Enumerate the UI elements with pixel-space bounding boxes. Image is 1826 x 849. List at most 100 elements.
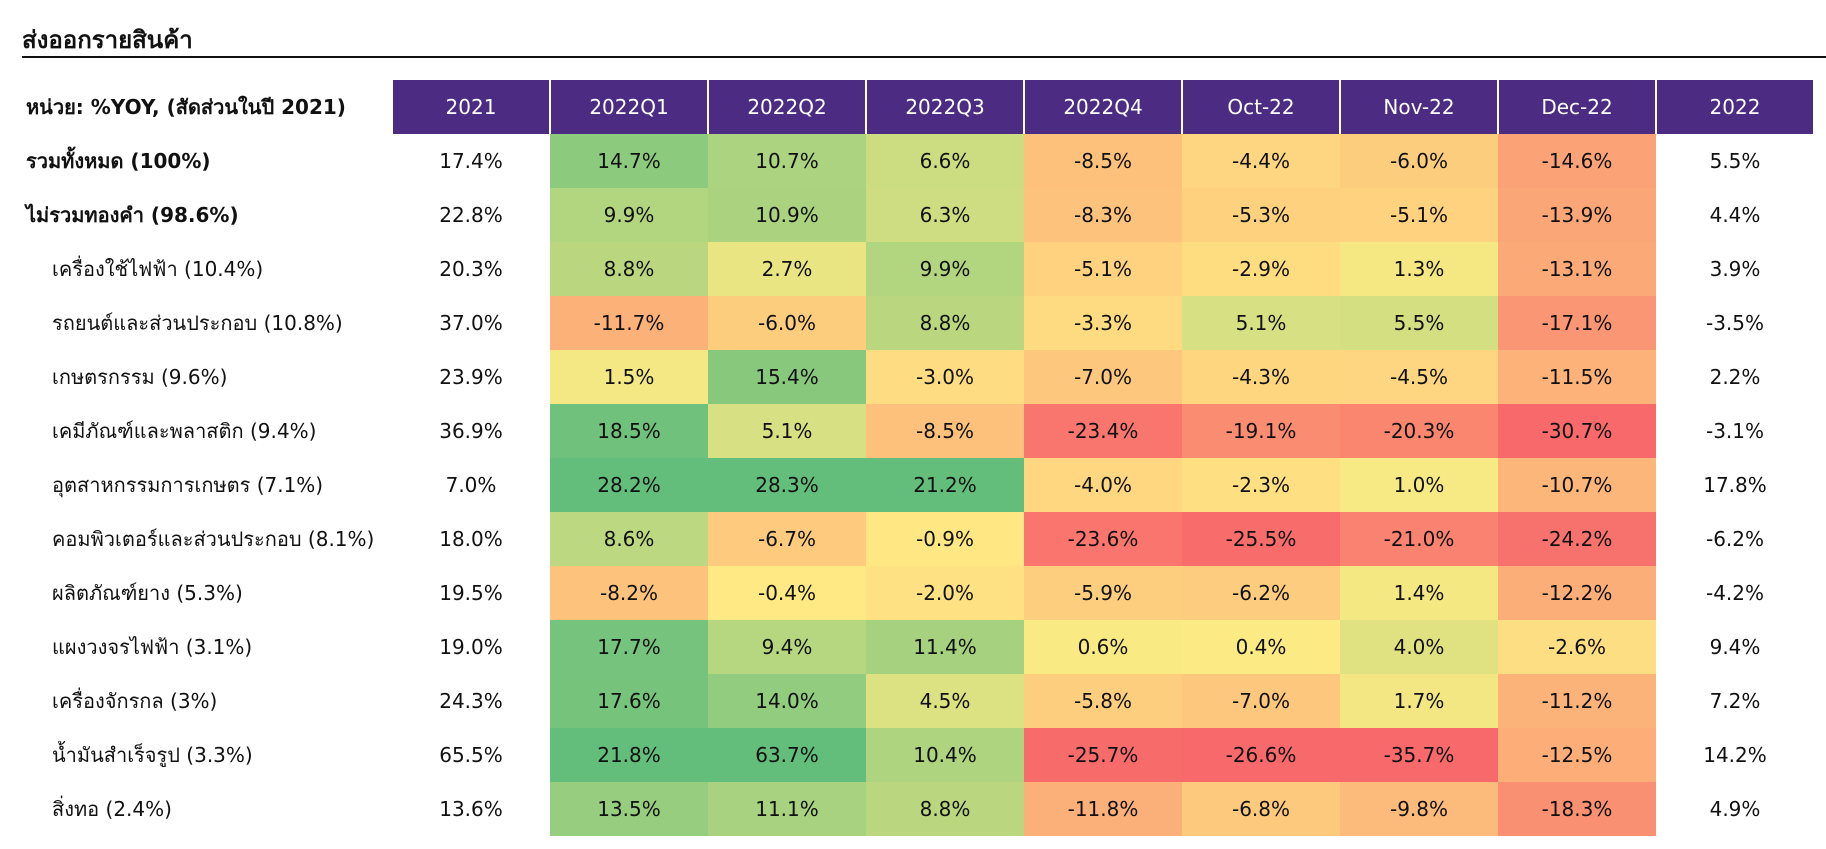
cell-value: 5.5%	[1709, 149, 1761, 173]
cell-value: 4.0%	[1340, 620, 1498, 674]
header-row: หน่วย: %YOY, (สัดส่วนในปี 2021) 2021 202…	[20, 80, 1815, 134]
table-row: น้ำมันสำเร็จรูป (3.3%) 65.5% 21.8% 63.7% 10.…	[20, 728, 1814, 782]
cell-value: -23.6%	[1024, 512, 1182, 566]
title-divider	[22, 56, 1826, 58]
col-header-2022: 2022	[1655, 80, 1815, 134]
cell-value: -6.0%	[708, 296, 866, 350]
row-label: คอมพิวเตอร์และส่วนประกอบ (8.1%)	[52, 527, 375, 551]
row-label: ไม่รวมทองคำ (98.6%)	[26, 203, 239, 227]
row-label: ผลิตภัณฑ์ยาง (5.3%)	[52, 581, 243, 605]
cell-value: 4.4%	[1709, 203, 1761, 227]
cell-value: -24.2%	[1498, 512, 1656, 566]
col-header-2021: 2021	[391, 80, 551, 134]
cell-value: 11.1%	[708, 782, 866, 836]
cell-value: 5.1%	[708, 404, 866, 458]
cell-value: 8.8%	[550, 242, 708, 296]
col-header-oct-22: Oct-22	[1181, 80, 1341, 134]
unit-label: หน่วย: %YOY, (สัดส่วนในปี 2021)	[26, 95, 346, 119]
cell-value: 3.9%	[1709, 257, 1761, 281]
row-label: รถยนต์และส่วนประกอบ (10.8%)	[52, 311, 343, 335]
table-row: รวมทั้งหมด (100%) 17.4% 14.7% 10.7% 6.6% -8.5…	[20, 134, 1814, 188]
cell-value: -18.3%	[1498, 782, 1656, 836]
cell-value: -13.1%	[1498, 242, 1656, 296]
cell-value: -5.3%	[1182, 188, 1340, 242]
cell-value: -11.7%	[550, 296, 708, 350]
cell-value: -3.5%	[1705, 311, 1765, 335]
cell-value: -10.7%	[1498, 458, 1656, 512]
cell-value: 1.5%	[550, 350, 708, 404]
cell-value: 63.7%	[708, 728, 866, 782]
cell-value: -3.0%	[866, 350, 1024, 404]
cell-value: 0.4%	[1182, 620, 1340, 674]
cell-value: -14.6%	[1498, 134, 1656, 188]
cell-value: 15.4%	[708, 350, 866, 404]
row-label: สิ่งทอ (2.4%)	[52, 797, 172, 821]
table-row: เครื่องจักรกล (3%) 24.3% 17.6% 14.0% 4.5% -5.…	[20, 674, 1814, 728]
cell-value: -5.9%	[1024, 566, 1182, 620]
col-header-2022q3: 2022Q3	[865, 80, 1025, 134]
cell-value: 9.9%	[550, 188, 708, 242]
cell-value: 10.4%	[866, 728, 1024, 782]
table-row: เครื่องใช้ไฟฟ้า (10.4%) 20.3% 8.8% 2.7% 9.9%…	[20, 242, 1814, 296]
cell-value: 17.7%	[550, 620, 708, 674]
cell-value: -2.0%	[866, 566, 1024, 620]
table-row: แผงวงจรไฟฟ้า (3.1%) 19.0% 17.7% 9.4% 11.4% 0.…	[20, 620, 1814, 674]
cell-value: 1.4%	[1340, 566, 1498, 620]
cell-value: 9.4%	[708, 620, 866, 674]
cell-value: -25.5%	[1182, 512, 1340, 566]
cell-value: 8.8%	[866, 782, 1024, 836]
page-title: ส่งออกรายสินค้า	[22, 26, 193, 54]
cell-value: -6.8%	[1182, 782, 1340, 836]
cell-value: -6.7%	[708, 512, 866, 566]
table-row: ผลิตภัณฑ์ยาง (5.3%) 19.5% -8.2% -0.4% -2.0% -…	[20, 566, 1814, 620]
cell-value: -11.5%	[1498, 350, 1656, 404]
cell-value: 19.0%	[439, 635, 503, 659]
export-heatmap-table: หน่วย: %YOY, (สัดส่วนในปี 2021) 2021 202…	[20, 80, 1815, 836]
table-row: ไม่รวมทองคำ (98.6%) 22.8% 9.9% 10.9% 6.3% -8.…	[20, 188, 1814, 242]
cell-value: -23.4%	[1024, 404, 1182, 458]
cell-value: -19.1%	[1182, 404, 1340, 458]
cell-value: 17.6%	[550, 674, 708, 728]
cell-value: -17.1%	[1498, 296, 1656, 350]
cell-value: 0.6%	[1024, 620, 1182, 674]
cell-value: -7.0%	[1182, 674, 1340, 728]
cell-value: 9.9%	[866, 242, 1024, 296]
cell-value: 18.0%	[439, 527, 503, 551]
row-label: เครื่องใช้ไฟฟ้า (10.4%)	[52, 257, 264, 281]
cell-value: 1.3%	[1340, 242, 1498, 296]
cell-value: 8.6%	[550, 512, 708, 566]
cell-value: 6.3%	[866, 188, 1024, 242]
cell-value: -4.3%	[1182, 350, 1340, 404]
cell-value: 17.4%	[439, 149, 503, 173]
cell-value: 21.8%	[550, 728, 708, 782]
cell-value: -8.5%	[866, 404, 1024, 458]
cell-value: -0.4%	[708, 566, 866, 620]
table-row: รถยนต์และส่วนประกอบ (10.8%) 37.0% -11.7% -6…	[20, 296, 1814, 350]
cell-value: 14.7%	[550, 134, 708, 188]
cell-value: -26.6%	[1182, 728, 1340, 782]
cell-value: 5.1%	[1182, 296, 1340, 350]
cell-value: 7.0%	[445, 473, 497, 497]
cell-value: 6.6%	[866, 134, 1024, 188]
cell-value: 10.9%	[708, 188, 866, 242]
cell-value: 28.3%	[708, 458, 866, 512]
cell-value: -8.2%	[550, 566, 708, 620]
cell-value: 9.4%	[1709, 635, 1761, 659]
col-header-2022q4: 2022Q4	[1023, 80, 1183, 134]
cell-value: 10.7%	[708, 134, 866, 188]
cell-value: -5.1%	[1024, 242, 1182, 296]
cell-value: 23.9%	[439, 365, 503, 389]
cell-value: -30.7%	[1498, 404, 1656, 458]
cell-value: -4.2%	[1705, 581, 1765, 605]
cell-value: -8.3%	[1024, 188, 1182, 242]
cell-value: 2.7%	[708, 242, 866, 296]
table-row: เคมีภัณฑ์และพลาสติก (9.4%) 36.9% 18.5% 5.1%…	[20, 404, 1814, 458]
cell-value: -13.9%	[1498, 188, 1656, 242]
cell-value: -20.3%	[1340, 404, 1498, 458]
cell-value: -21.0%	[1340, 512, 1498, 566]
cell-value: 11.4%	[866, 620, 1024, 674]
row-label: น้ำมันสำเร็จรูป (3.3%)	[52, 743, 253, 767]
cell-value: -5.8%	[1024, 674, 1182, 728]
cell-value: -12.2%	[1498, 566, 1656, 620]
cell-value: -6.0%	[1340, 134, 1498, 188]
